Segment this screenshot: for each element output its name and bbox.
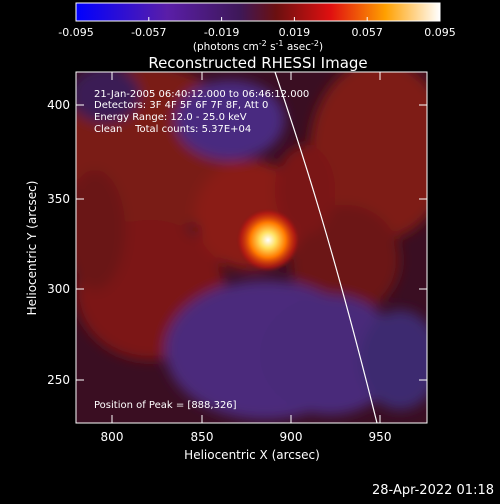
y-axis-ticks [76, 104, 427, 381]
observation-info: 21-Jan-2005 06:40:12.000 to 06:46:12.000… [94, 89, 309, 135]
y-tick-label: 400 [47, 98, 70, 112]
detectors-text: Detectors: 3F 4F 5F 6F 7F 8F, Att 0 [94, 100, 268, 111]
colorbar-tick-labels: -0.095 -0.057 -0.019 0.019 0.057 0.095 [58, 26, 455, 39]
time-range-text: 21-Jan-2005 06:40:12.000 to 06:46:12.000 [94, 89, 309, 100]
solar-limb [274, 72, 378, 423]
y-tick-label: 300 [47, 282, 70, 296]
heatmap-image [76, 72, 427, 423]
colorbar [75, 2, 441, 22]
x-tick-label: 850 [191, 430, 214, 444]
colorbar-tick-label: 0.095 [424, 26, 456, 39]
colorbar-tick-label: -0.057 [131, 26, 166, 39]
peak-source [236, 208, 300, 272]
peak-position-text: Position of Peak = [888,326] [94, 400, 237, 411]
colorbar-tick-label: -0.019 [204, 26, 239, 39]
colorbar-ticks [75, 17, 441, 21]
colorbar-tick-label: 0.019 [279, 26, 311, 39]
footer-timestamp: 28-Apr-2022 01:18 [372, 483, 494, 498]
colorbar-tick-label: -0.095 [58, 26, 93, 39]
y-tick-label: 250 [47, 373, 70, 387]
x-axis-label: Heliocentric X (arcsec) [184, 448, 320, 462]
x-tick-label: 900 [280, 430, 303, 444]
chart-title: Reconstructed RHESSI Image [148, 54, 367, 72]
x-tick-labels: 800 850 900 950 [101, 430, 392, 444]
x-tick-label: 800 [101, 430, 124, 444]
y-tick-label: 350 [47, 192, 70, 206]
colorbar-tick-label: 0.057 [351, 26, 383, 39]
method-counts-text: Clean Total counts: 5.37E+04 [94, 124, 251, 135]
energy-range-text: Energy Range: 12.0 - 25.0 keV [94, 112, 247, 123]
x-tick-label: 950 [369, 430, 392, 444]
plot-frame [75, 71, 428, 424]
colorbar-units: (photons cm-2 s-1 asec-2) [193, 39, 323, 53]
y-axis-label: Heliocentric Y (arcsec) [25, 181, 39, 316]
x-axis-ticks [111, 72, 381, 423]
y-tick-labels: 250 300 350 400 [47, 98, 70, 387]
